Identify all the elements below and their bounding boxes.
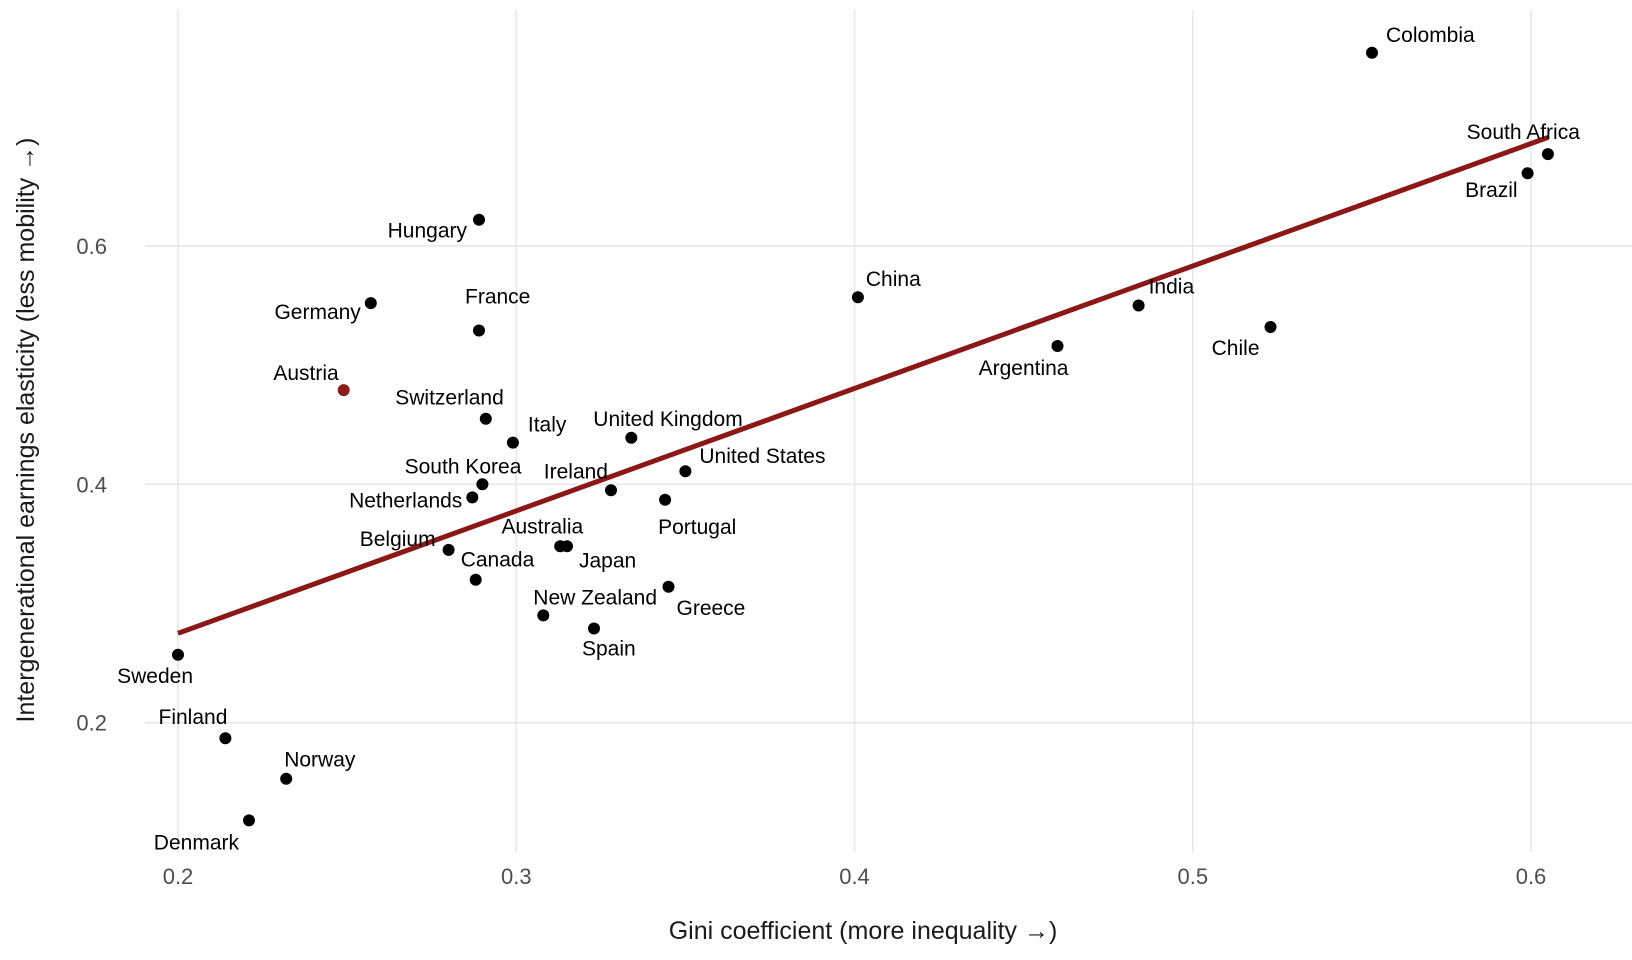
x-tick-label: 0.5 bbox=[1178, 864, 1209, 889]
data-point bbox=[1366, 46, 1378, 59]
point-label: Germany bbox=[274, 301, 361, 324]
data-point bbox=[473, 213, 485, 226]
x-tick-label: 0.2 bbox=[163, 864, 194, 889]
point-label: South Korea bbox=[405, 455, 522, 478]
data-point bbox=[605, 484, 617, 497]
trend-line-layer bbox=[177, 135, 1549, 636]
x-tick-label: 0.6 bbox=[1516, 864, 1547, 889]
point-label: Netherlands bbox=[349, 489, 462, 512]
x-tick-label: 0.3 bbox=[501, 864, 532, 889]
data-point bbox=[476, 478, 489, 491]
point-label: Austria bbox=[273, 362, 339, 385]
point-label: Finland bbox=[159, 706, 228, 729]
point-label: Belgium bbox=[360, 528, 436, 551]
data-point bbox=[364, 297, 377, 310]
data-point bbox=[851, 291, 864, 304]
data-point bbox=[537, 609, 550, 622]
point-label: Switzerland bbox=[395, 387, 504, 410]
point-label: United Kingdom bbox=[593, 408, 742, 431]
y-tick-label: 0.2 bbox=[76, 711, 107, 736]
point-label: Norway bbox=[284, 749, 356, 772]
point-label: United States bbox=[699, 445, 825, 468]
data-point bbox=[1132, 299, 1145, 312]
data-point bbox=[1521, 167, 1534, 180]
trend-line bbox=[177, 135, 1549, 636]
data-point bbox=[479, 412, 492, 425]
point-labels-layer: Sweden Finland Norway Denmark Germany Austria… bbox=[117, 24, 1580, 855]
data-point bbox=[588, 622, 600, 635]
point-label: Sweden bbox=[117, 665, 193, 688]
x-tick-label: 0.4 bbox=[839, 864, 870, 889]
y-axis-title: Intergenerational earnings elasticity (l… bbox=[12, 138, 40, 723]
data-point bbox=[659, 493, 672, 506]
data-point bbox=[625, 431, 638, 444]
point-label: Denmark bbox=[154, 831, 240, 854]
gridlines-layer bbox=[145, 10, 1632, 852]
data-point bbox=[243, 814, 255, 827]
data-point bbox=[561, 540, 573, 553]
point-label: South Africa bbox=[1467, 121, 1581, 144]
data-point bbox=[442, 543, 455, 556]
x-axis-title: Gini coefficient (more inequality →) bbox=[669, 917, 1058, 945]
point-label: Argentina bbox=[979, 357, 1069, 380]
point-label: Chile bbox=[1212, 337, 1260, 360]
data-point bbox=[1264, 321, 1277, 333]
data-point-highlighted bbox=[337, 384, 350, 397]
point-label: Canada bbox=[461, 549, 535, 572]
data-point bbox=[506, 436, 519, 449]
data-points-layer bbox=[172, 46, 1554, 827]
point-label: France bbox=[465, 286, 530, 309]
data-point bbox=[1541, 148, 1554, 161]
data-point bbox=[280, 772, 293, 785]
point-label: Australia bbox=[501, 515, 583, 538]
data-point bbox=[219, 732, 232, 745]
point-label: Italy bbox=[528, 414, 567, 437]
point-label: Japan bbox=[579, 549, 636, 572]
data-point bbox=[469, 573, 482, 586]
point-label: Greece bbox=[677, 597, 746, 620]
point-label: Ireland bbox=[544, 460, 608, 483]
y-tick-label: 0.6 bbox=[76, 234, 107, 259]
point-label: China bbox=[866, 268, 921, 291]
point-label: Hungary bbox=[388, 220, 468, 243]
point-label: India bbox=[1149, 276, 1195, 299]
point-label: Colombia bbox=[1386, 24, 1475, 47]
data-point bbox=[679, 465, 692, 478]
data-point bbox=[172, 648, 184, 661]
data-point bbox=[1051, 340, 1064, 352]
point-label: Brazil bbox=[1465, 179, 1518, 202]
data-point bbox=[662, 580, 675, 593]
point-label: Portugal bbox=[658, 516, 736, 539]
y-tick-label: 0.4 bbox=[76, 472, 107, 497]
axis-ticks-layer: 0.2 0.3 0.4 0.5 0.6 0.2 0.4 0.6 bbox=[76, 234, 1546, 889]
data-point bbox=[466, 491, 479, 504]
point-label: Spain bbox=[582, 638, 636, 661]
data-point bbox=[473, 324, 485, 337]
point-label: New Zealand bbox=[533, 586, 657, 609]
